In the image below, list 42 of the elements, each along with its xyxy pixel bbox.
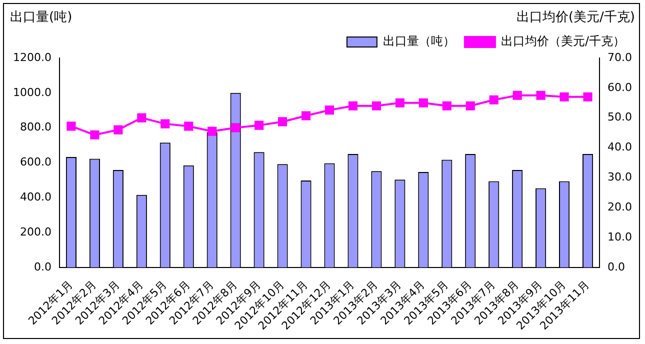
point (254, 120, 264, 130)
point (348, 101, 358, 110)
point (418, 98, 428, 108)
y-tick-label: 600.0 (20, 156, 52, 169)
y-tick-label: 200.0 (20, 225, 52, 238)
y2-tick-label: 20.0 (608, 200, 632, 214)
legend-label: 出口均价（美元/千克） (500, 34, 626, 48)
y2-tick-label: 10.0 (608, 230, 632, 244)
y2-tick-label: 70.0 (608, 50, 632, 64)
y-tick-label: 1000.0 (12, 86, 52, 99)
point (560, 92, 569, 102)
y2-axis-title: 出口均价(美元/千克) (516, 8, 635, 25)
point (466, 101, 475, 110)
y2-tick-label: 50.0 (608, 110, 632, 124)
point (137, 113, 146, 122)
y2-tick-label: 40.0 (608, 140, 632, 154)
point (395, 98, 404, 108)
point (114, 125, 123, 134)
point (184, 122, 194, 131)
point (301, 111, 311, 120)
point (231, 123, 240, 132)
point (583, 92, 592, 102)
point (278, 117, 288, 126)
y-tick-label: 0.0 (34, 260, 52, 274)
y-tick-label: 800.0 (20, 120, 52, 134)
point (160, 119, 170, 128)
y2-tick-label: 30.0 (608, 170, 632, 184)
point (372, 101, 381, 110)
y-axis-title: 出口量(吨) (10, 10, 72, 25)
point (489, 95, 498, 104)
point (66, 122, 76, 131)
point (442, 101, 452, 110)
y2-tick-label: 0.0 (608, 260, 626, 274)
y2-tick-label: 60.0 (608, 80, 632, 94)
point (512, 90, 522, 100)
point (536, 90, 546, 100)
y-tick-label: 1200.0 (12, 50, 52, 64)
point (324, 106, 334, 115)
point (208, 126, 217, 136)
y-tick-label: 400.0 (20, 190, 52, 204)
point (90, 130, 100, 140)
legend-label: 出口量（吨） (382, 34, 455, 48)
